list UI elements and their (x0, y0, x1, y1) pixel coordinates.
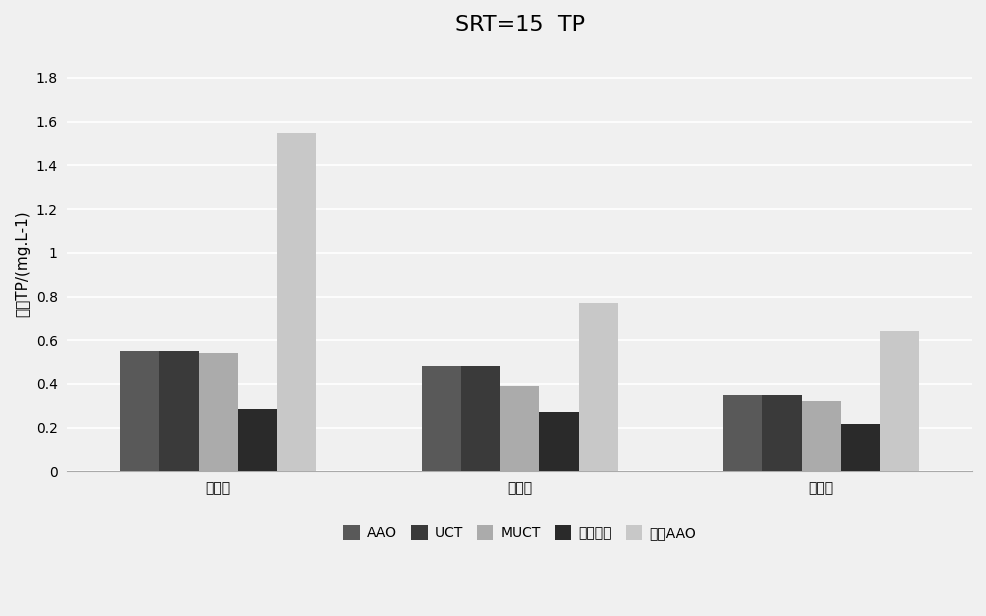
Y-axis label: 出水TP/(mg.L-1): 出水TP/(mg.L-1) (15, 211, 30, 317)
Bar (723, 395, 761, 471)
Bar (238, 409, 277, 471)
Bar (277, 132, 316, 471)
Bar (761, 395, 801, 471)
Title: SRT=15  TP: SRT=15 TP (455, 15, 584, 35)
Bar (421, 367, 460, 471)
Bar (198, 354, 238, 471)
Bar (500, 386, 538, 471)
Bar (538, 412, 578, 471)
Bar (159, 351, 198, 471)
Bar (460, 367, 500, 471)
Bar (801, 402, 840, 471)
Bar (120, 351, 159, 471)
Bar (880, 331, 918, 471)
Bar (840, 424, 880, 471)
Bar (578, 303, 617, 471)
Legend: AAO, UCT, MUCT, 强化除磷, 倒置AAO: AAO, UCT, MUCT, 强化除磷, 倒置AAO (337, 520, 701, 546)
